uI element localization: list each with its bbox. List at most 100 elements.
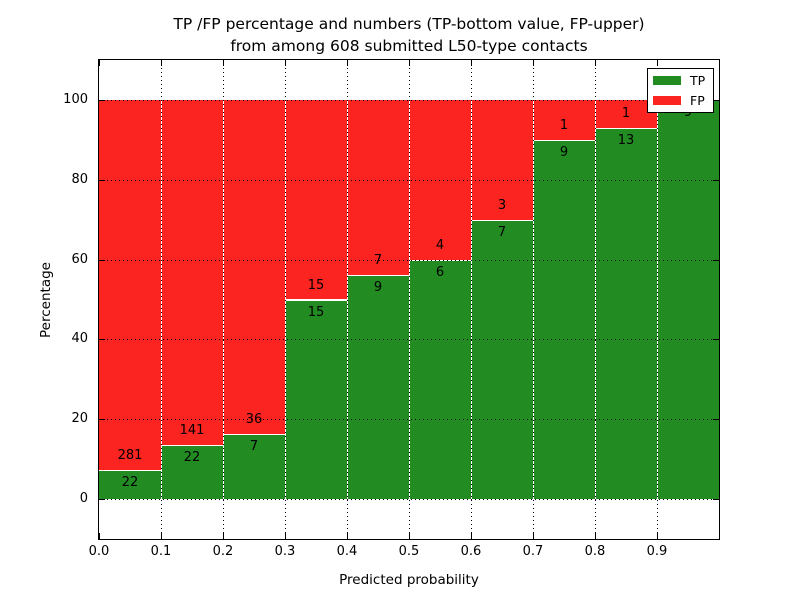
x-tick-label: 0.6	[460, 544, 482, 559]
bar-segment-tp	[595, 128, 657, 500]
bar-segment-fp	[595, 99, 657, 129]
y-tick-label: 60	[71, 251, 88, 267]
bar-count-label-fp: 4	[435, 237, 445, 253]
gridline-v	[409, 60, 410, 539]
tick-mark	[347, 533, 348, 539]
bar-segment-fp	[471, 99, 533, 220]
tick-mark	[471, 533, 472, 539]
gridline-v	[285, 60, 286, 539]
tick-mark	[99, 99, 105, 101]
tick-mark	[285, 533, 286, 539]
bar-count-label-tp: 9	[559, 144, 569, 160]
gridline-v	[657, 60, 658, 539]
bar-segment-tp	[285, 299, 347, 500]
bar-segment-tp	[471, 219, 533, 500]
y-tick-label: 80	[71, 171, 88, 187]
gridline-v	[223, 60, 224, 539]
bar-count-label-fp: 1	[621, 106, 631, 122]
gridline-v	[161, 60, 162, 539]
bar-count-label-fp: 36	[245, 412, 263, 428]
bar-count-label-fp: 281	[117, 448, 143, 464]
gridline-v	[471, 60, 472, 539]
bar-count-label-tp: 7	[249, 439, 259, 455]
tick-mark	[99, 533, 100, 539]
bar-count-label-fp: 7	[373, 252, 383, 268]
x-tick-label: 0.3	[274, 544, 296, 559]
tick-mark	[99, 259, 105, 261]
tick-mark	[595, 60, 596, 66]
bar-segment-tp	[409, 259, 471, 500]
bar-count-label-tp: 13	[617, 133, 635, 149]
x-axis-label: Predicted probability	[339, 572, 479, 588]
y-tick-label: 40	[71, 331, 88, 347]
tick-mark	[713, 259, 719, 261]
plot-area: 281221412236715157946371911309	[98, 59, 720, 540]
tick-mark	[99, 419, 105, 421]
tick-mark	[99, 339, 105, 341]
tick-mark	[657, 60, 658, 66]
bar-segment-tp	[533, 139, 595, 500]
gridline-v	[533, 60, 534, 539]
gridline-v	[595, 60, 596, 539]
bar-segment-fp	[285, 99, 347, 300]
bar-segment-fp	[347, 99, 409, 275]
fp-red-swatch-icon	[653, 96, 681, 106]
x-tick-label: 0.2	[212, 544, 234, 559]
x-tick-label: 0.9	[646, 544, 668, 559]
tick-mark	[713, 339, 719, 341]
bar-segment-tp	[161, 445, 223, 500]
y-tick-label: 20	[71, 411, 88, 427]
tick-mark	[713, 179, 719, 181]
bar-segment-fp	[223, 99, 285, 435]
tick-mark	[657, 533, 658, 539]
bar-count-label-fp: 15	[307, 277, 325, 293]
bar-count-label-fp: 1	[559, 117, 569, 133]
tick-mark	[161, 60, 162, 66]
bar-segment-fp	[161, 99, 223, 446]
tick-mark	[595, 533, 596, 539]
tick-mark	[285, 60, 286, 66]
tick-mark	[713, 499, 719, 501]
chart-title-line2: from among 608 submitted L50-type contac…	[230, 37, 588, 55]
tp-green-swatch-icon	[653, 75, 681, 85]
x-tick-label: 0.1	[150, 544, 172, 559]
tick-mark	[409, 60, 410, 66]
tick-mark	[533, 533, 534, 539]
bar-segment-fp	[99, 99, 161, 471]
tick-mark	[99, 179, 105, 181]
bar-count-label-fp: 3	[497, 197, 507, 213]
bar-count-label-tp: 7	[497, 224, 507, 240]
tick-mark	[533, 60, 534, 66]
tick-mark	[347, 60, 348, 66]
tick-mark	[99, 499, 105, 501]
bar-count-label-tp: 22	[183, 450, 201, 466]
tick-mark	[223, 60, 224, 66]
x-tick-label: 0.4	[336, 544, 358, 559]
legend-row-fp: FP	[648, 92, 713, 110]
x-tick-label: 0.5	[398, 544, 420, 559]
legend: TP FP	[647, 68, 714, 113]
tick-mark	[99, 60, 100, 66]
chart-title-line1: TP /FP percentage and numbers (TP-bottom…	[173, 15, 645, 33]
bar-segment-fp	[533, 99, 595, 140]
tick-mark	[223, 533, 224, 539]
y-axis-label: Percentage	[38, 262, 54, 338]
y-tick-label: 0	[79, 491, 88, 507]
bar-count-label-tp: 22	[121, 475, 139, 491]
bar-segment-tp	[657, 99, 719, 500]
legend-label-fp: FP	[690, 93, 705, 109]
bar-segment-fp	[409, 99, 471, 260]
gridline-v	[347, 60, 348, 539]
bar-segment-tp	[223, 434, 285, 500]
x-tick-label: 0.0	[88, 544, 110, 559]
legend-label-tp: TP	[690, 72, 706, 88]
tick-mark	[471, 60, 472, 66]
tick-mark	[409, 533, 410, 539]
y-tick-label: 100	[63, 91, 88, 107]
bar-count-label-tp: 9	[373, 279, 383, 295]
bar-segment-tp	[347, 274, 409, 500]
bar-count-label-tp: 6	[435, 264, 445, 280]
x-tick-label: 0.8	[584, 544, 606, 559]
x-tick-label: 0.7	[522, 544, 544, 559]
